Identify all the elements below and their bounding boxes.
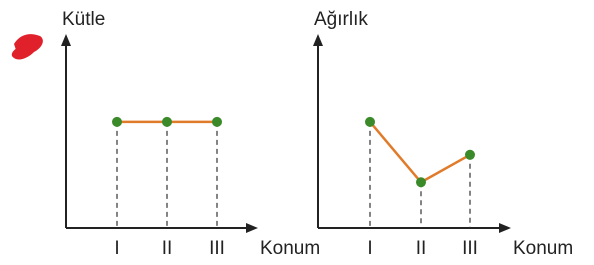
data-line — [370, 122, 470, 182]
red-scribble — [12, 34, 43, 59]
x-tick-label: III — [209, 238, 225, 259]
y-arrow — [313, 34, 323, 46]
data-point — [212, 117, 222, 127]
x-arrow — [246, 223, 258, 233]
x-tick-label: II — [162, 238, 173, 259]
data-point — [365, 117, 375, 127]
data-point — [416, 177, 426, 187]
data-point — [112, 117, 122, 127]
x-tick-label: I — [367, 238, 372, 259]
x-tick-label: III — [462, 238, 478, 259]
x-tick-label: II — [416, 238, 427, 259]
physics-graphs: KütleKonumIIIIIIAğırlıkKonumIIIIII — [0, 0, 594, 265]
y-axis-label: Ağırlık — [314, 9, 368, 30]
x-arrow — [499, 223, 511, 233]
data-point — [465, 150, 475, 160]
data-point — [162, 117, 172, 127]
x-axis-label: Konum — [260, 238, 320, 259]
x-tick-label: I — [114, 238, 119, 259]
y-arrow — [61, 34, 71, 46]
y-axis-label: Kütle — [62, 9, 105, 30]
x-axis-label: Konum — [513, 238, 573, 259]
